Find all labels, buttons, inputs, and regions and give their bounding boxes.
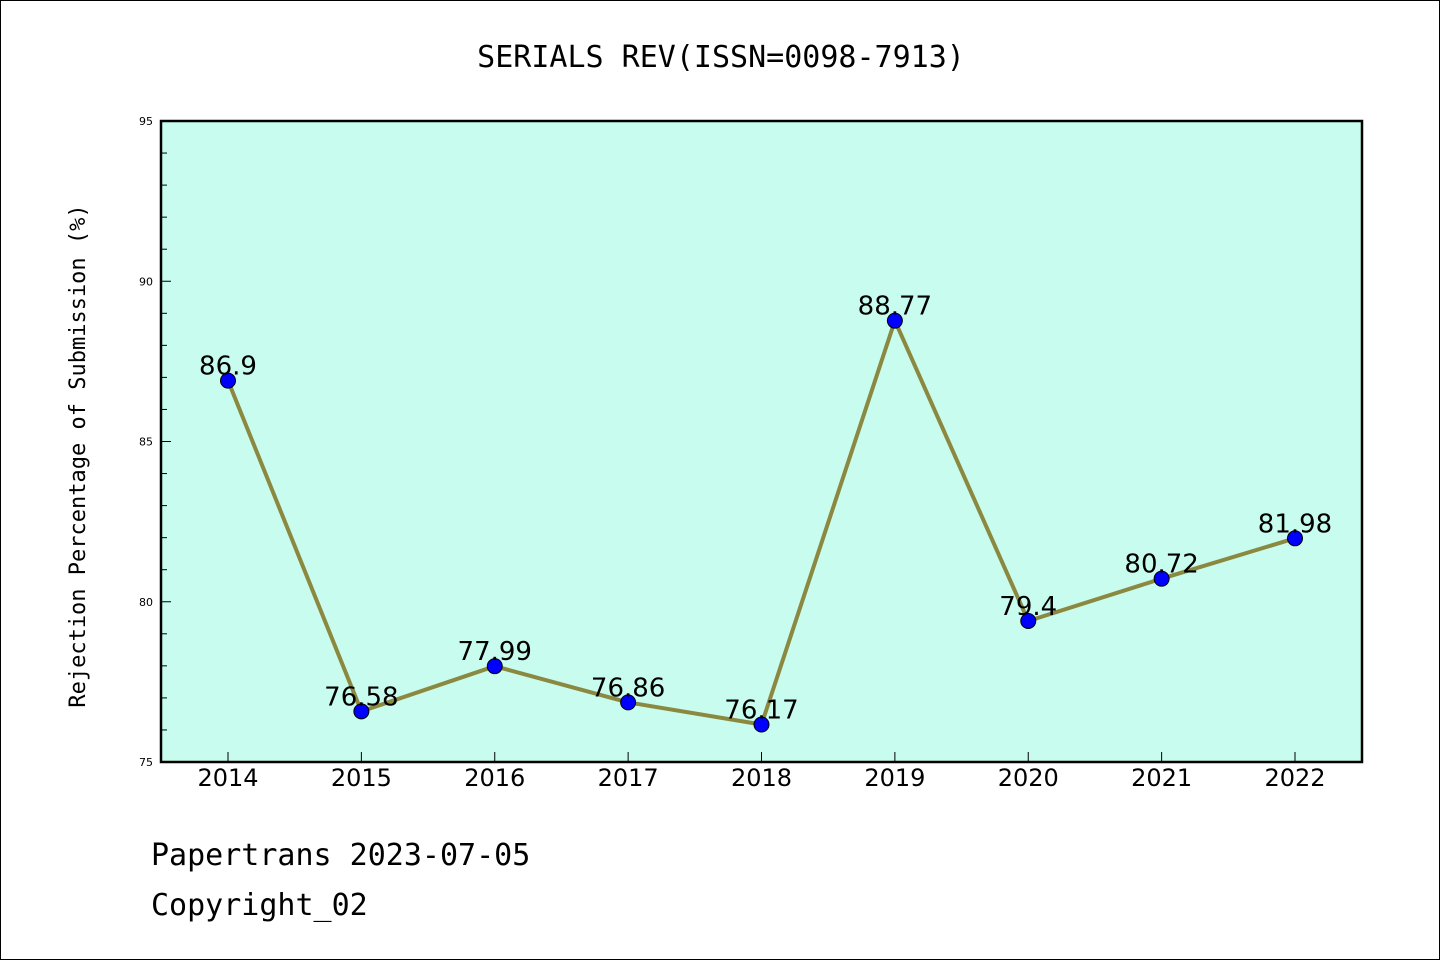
data-point (1153, 570, 1170, 587)
y-axis-label: Rejection Percentage of Submission (%) (66, 204, 91, 707)
x-tick-label: 2020 (998, 764, 1059, 792)
data-label: 76.17 (724, 696, 798, 726)
footer-line-2: Copyright_02 (151, 888, 368, 923)
data-point (1020, 612, 1037, 629)
data-point (220, 372, 236, 389)
y-tick-label: 80 (139, 596, 153, 609)
data-label: 76.86 (591, 673, 665, 703)
data-point (753, 716, 770, 733)
y-tick-label: 90 (139, 275, 153, 288)
x-tick-label: 2018 (731, 764, 792, 792)
x-tick-label: 2021 (1131, 764, 1192, 792)
data-point (486, 658, 503, 675)
x-tick-label: 2015 (331, 764, 392, 792)
footer-line-1: Papertrans 2023-07-05 (151, 838, 530, 873)
data-point (353, 703, 370, 720)
x-tick-label: 2019 (864, 764, 925, 792)
data-label: 88.77 (858, 292, 932, 322)
plot-border (159, 119, 1364, 764)
data-point (620, 694, 637, 711)
series-group (220, 312, 1303, 733)
data-labels: 86.9 76.58 77.99 76.86 76.17 88.77 79.4 80.72 81… (199, 292, 1332, 726)
data-point (1287, 530, 1303, 547)
x-tick-label: 2016 (464, 764, 525, 792)
data-label: 79.4 (999, 592, 1057, 622)
x-tick-label: 2017 (598, 764, 659, 792)
data-label: 80.72 (1124, 550, 1198, 580)
y-axis: 75 80 85 90 95 (139, 115, 171, 769)
x-tick-label: 2022 (1264, 764, 1325, 792)
x-axis: 2014 2015 2016 2017 2018 2019 2020 2021 2022 (197, 752, 1326, 792)
data-point (886, 312, 903, 329)
x-tick-label: 2014 (197, 764, 258, 792)
data-label: 76.58 (324, 682, 398, 712)
data-label: 77.99 (458, 637, 532, 667)
data-label: 81.98 (1258, 509, 1332, 539)
chart-title: SERIALS REV(ISSN=0098-7913) (477, 40, 965, 75)
y-tick-label: 75 (139, 756, 153, 769)
plot-area (161, 121, 1362, 762)
y-tick-label: 85 (139, 436, 153, 449)
data-label: 86.9 (199, 352, 257, 382)
y-tick-label: 95 (139, 115, 153, 128)
